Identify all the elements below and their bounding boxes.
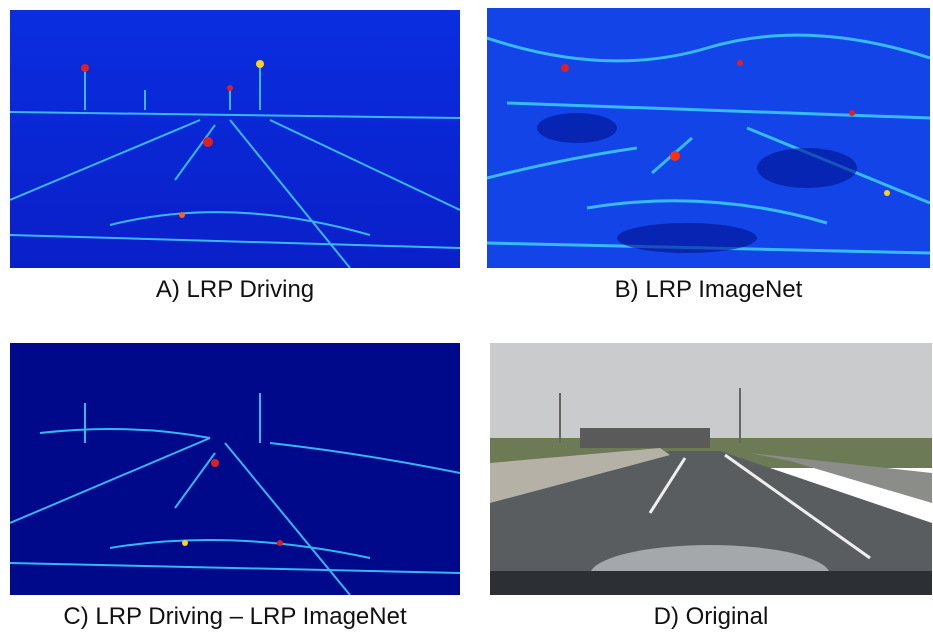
caption: D) Original <box>653 603 769 630</box>
photo <box>490 343 932 595</box>
heatmap-image <box>10 343 460 595</box>
caption: C) LRP Driving – LRP ImageNet <box>63 603 407 630</box>
caption: B) LRP ImageNet <box>614 276 803 303</box>
heatmap-image <box>10 10 460 268</box>
heatmap-image <box>487 8 930 268</box>
caption: A) LRP Driving <box>155 276 315 303</box>
